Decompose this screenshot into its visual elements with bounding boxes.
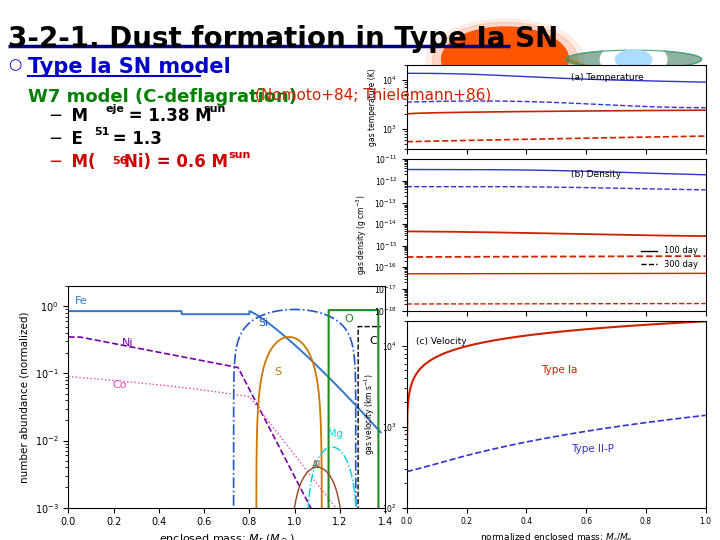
Text: C: C bbox=[369, 336, 377, 346]
Polygon shape bbox=[566, 50, 701, 69]
Text: Type II-P: Type II-P bbox=[571, 444, 614, 454]
Text: ─  M: ─ M bbox=[50, 107, 88, 125]
Text: = 1.3: = 1.3 bbox=[107, 130, 162, 148]
Legend: 100 day, 300 day: 100 day, 300 day bbox=[637, 243, 701, 272]
Text: (c) Velocity: (c) Velocity bbox=[415, 336, 467, 346]
Text: Fe: Fe bbox=[75, 296, 87, 306]
Text: Si: Si bbox=[258, 318, 269, 328]
Y-axis label: gas density (g cm$^{-3}$): gas density (g cm$^{-3}$) bbox=[354, 194, 369, 275]
Text: ○: ○ bbox=[8, 57, 22, 72]
Polygon shape bbox=[426, 19, 584, 99]
Text: S: S bbox=[274, 367, 282, 377]
Polygon shape bbox=[441, 27, 569, 92]
Text: sun: sun bbox=[228, 150, 251, 160]
Polygon shape bbox=[616, 50, 652, 69]
Text: (Nomoto+84; Thielemann+86): (Nomoto+84; Thielemann+86) bbox=[255, 88, 491, 103]
Text: Mg: Mg bbox=[328, 429, 343, 439]
Text: Ni: Ni bbox=[122, 338, 134, 348]
Text: = 1.38 M: = 1.38 M bbox=[123, 107, 212, 125]
Polygon shape bbox=[433, 22, 577, 97]
Text: Ni) = 0.6 M: Ni) = 0.6 M bbox=[124, 153, 228, 171]
Y-axis label: gas velocity (km s$^{-1}$): gas velocity (km s$^{-1}$) bbox=[362, 374, 377, 455]
Text: ─  M(: ─ M( bbox=[50, 153, 96, 171]
Text: (a) Temperature: (a) Temperature bbox=[571, 73, 644, 82]
Y-axis label: gas temperature (K): gas temperature (K) bbox=[368, 68, 377, 145]
X-axis label: normalized enclosed mass; $M_r/M_e$: normalized enclosed mass; $M_r/M_e$ bbox=[480, 532, 632, 540]
Text: 3-2-1. Dust formation in Type Ia SN: 3-2-1. Dust formation in Type Ia SN bbox=[8, 25, 558, 53]
Text: 51: 51 bbox=[94, 127, 109, 137]
Y-axis label: number abundance (normalized): number abundance (normalized) bbox=[19, 311, 29, 483]
Text: eje: eje bbox=[105, 104, 124, 114]
Text: Al: Al bbox=[312, 460, 322, 470]
Text: ─  E: ─ E bbox=[50, 130, 83, 148]
Polygon shape bbox=[600, 43, 667, 76]
Text: O: O bbox=[344, 314, 353, 323]
Text: Co: Co bbox=[113, 380, 127, 390]
Text: 56: 56 bbox=[112, 156, 127, 166]
Text: (b) Density: (b) Density bbox=[571, 171, 621, 179]
X-axis label: enclosed mass; $M_r$ ($M_\odot$): enclosed mass; $M_r$ ($M_\odot$) bbox=[159, 533, 294, 540]
Text: sun: sun bbox=[203, 104, 225, 114]
Text: Type Ia SN model: Type Ia SN model bbox=[28, 57, 230, 77]
Text: Type Ia: Type Ia bbox=[541, 366, 577, 375]
Text: W7 model (C-deflagration): W7 model (C-deflagration) bbox=[28, 88, 297, 106]
